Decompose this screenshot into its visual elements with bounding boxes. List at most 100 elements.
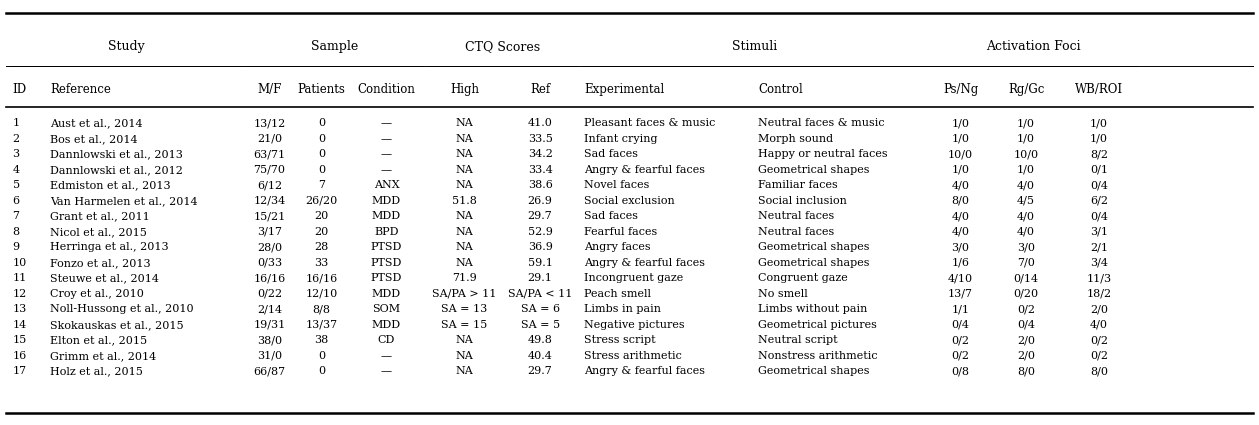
Text: 38: 38 — [315, 335, 329, 346]
Text: 13/12: 13/12 — [253, 118, 286, 128]
Text: Nonstress arithmetic: Nonstress arithmetic — [758, 351, 878, 361]
Text: 4/0: 4/0 — [1017, 211, 1035, 221]
Text: Steuwe et al., 2014: Steuwe et al., 2014 — [50, 273, 160, 283]
Text: 8: 8 — [13, 227, 20, 237]
Text: 0: 0 — [319, 149, 325, 159]
Text: NA: NA — [456, 165, 473, 175]
Text: 16: 16 — [13, 351, 26, 361]
Text: NA: NA — [456, 227, 473, 237]
Text: 19/31: 19/31 — [253, 320, 286, 330]
Text: Angry & fearful faces: Angry & fearful faces — [584, 258, 705, 268]
Text: 21/0: 21/0 — [257, 134, 282, 144]
Text: 4/5: 4/5 — [1017, 196, 1035, 206]
Text: 12/10: 12/10 — [306, 289, 337, 299]
Text: PTSD: PTSD — [371, 242, 402, 252]
Text: 6/12: 6/12 — [257, 180, 282, 190]
Text: NA: NA — [456, 258, 473, 268]
Text: 11: 11 — [13, 273, 26, 283]
Text: Incongruent gaze: Incongruent gaze — [584, 273, 684, 283]
Text: 0/4: 0/4 — [952, 320, 969, 330]
Text: 0/2: 0/2 — [952, 335, 969, 346]
Text: Grimm et al., 2014: Grimm et al., 2014 — [50, 351, 156, 361]
Text: 2/0: 2/0 — [1017, 335, 1035, 346]
Text: 7: 7 — [13, 211, 20, 221]
Text: 3/0: 3/0 — [1017, 242, 1035, 252]
Text: 0/4: 0/4 — [1090, 180, 1108, 190]
Text: Angry & fearful faces: Angry & fearful faces — [584, 366, 705, 377]
Text: 0/2: 0/2 — [1090, 351, 1108, 361]
Text: Stress script: Stress script — [584, 335, 656, 346]
Text: 33: 33 — [315, 258, 329, 268]
Text: 52.9: 52.9 — [528, 227, 553, 237]
Text: 29.7: 29.7 — [528, 211, 553, 221]
Text: Neutral faces: Neutral faces — [758, 211, 835, 221]
Text: Sad faces: Sad faces — [584, 149, 638, 159]
Text: 29.7: 29.7 — [528, 366, 553, 377]
Text: 0/1: 0/1 — [1090, 165, 1108, 175]
Text: M/F: M/F — [257, 83, 282, 96]
Text: Congruent gaze: Congruent gaze — [758, 273, 847, 283]
Text: Bos et al., 2014: Bos et al., 2014 — [50, 134, 138, 144]
Text: NA: NA — [456, 351, 473, 361]
Text: 6: 6 — [13, 196, 20, 206]
Text: SA/PA > 11: SA/PA > 11 — [432, 289, 497, 299]
Text: 4/0: 4/0 — [1017, 227, 1035, 237]
Text: 33.5: 33.5 — [528, 134, 553, 144]
Text: 0/2: 0/2 — [952, 351, 969, 361]
Text: 2/0: 2/0 — [1090, 304, 1108, 314]
Text: 34.2: 34.2 — [528, 149, 553, 159]
Text: 10: 10 — [13, 258, 26, 268]
Text: Peach smell: Peach smell — [584, 289, 651, 299]
Text: NA: NA — [456, 134, 473, 144]
Text: Aust et al., 2014: Aust et al., 2014 — [50, 118, 144, 128]
Text: 0: 0 — [319, 134, 325, 144]
Text: CD: CD — [378, 335, 395, 346]
Text: Limbs in pain: Limbs in pain — [584, 304, 661, 314]
Text: 0/2: 0/2 — [1017, 304, 1035, 314]
Text: 20: 20 — [315, 227, 329, 237]
Text: 1/0: 1/0 — [1090, 134, 1108, 144]
Text: 8/0: 8/0 — [1017, 366, 1035, 377]
Text: —: — — [381, 366, 392, 377]
Text: 8/0: 8/0 — [1090, 366, 1108, 377]
Text: Edmiston et al., 2013: Edmiston et al., 2013 — [50, 180, 171, 190]
Text: Geometrical pictures: Geometrical pictures — [758, 320, 876, 330]
Text: 16/16: 16/16 — [253, 273, 286, 283]
Text: SA/PA < 11: SA/PA < 11 — [507, 289, 573, 299]
Text: ANX: ANX — [374, 180, 399, 190]
Text: Ref: Ref — [530, 83, 550, 96]
Text: Geometrical shapes: Geometrical shapes — [758, 258, 870, 268]
Text: 4/0: 4/0 — [1090, 320, 1108, 330]
Text: 1/0: 1/0 — [952, 165, 969, 175]
Text: MDD: MDD — [371, 289, 402, 299]
Text: 1/0: 1/0 — [1090, 118, 1108, 128]
Text: Herringa et al., 2013: Herringa et al., 2013 — [50, 242, 169, 252]
Text: 28/0: 28/0 — [257, 242, 282, 252]
Text: Geometrical shapes: Geometrical shapes — [758, 366, 870, 377]
Text: 0/4: 0/4 — [1017, 320, 1035, 330]
Text: 1: 1 — [13, 118, 20, 128]
Text: 2/0: 2/0 — [1017, 351, 1035, 361]
Text: —: — — [381, 149, 392, 159]
Text: 36.9: 36.9 — [528, 242, 553, 252]
Text: 71.9: 71.9 — [452, 273, 477, 283]
Text: Angry faces: Angry faces — [584, 242, 651, 252]
Text: NA: NA — [456, 149, 473, 159]
Text: Ps/Ng: Ps/Ng — [943, 83, 978, 96]
Text: 8/2: 8/2 — [1090, 149, 1108, 159]
Text: 20: 20 — [315, 211, 329, 221]
Text: 31/0: 31/0 — [257, 351, 282, 361]
Text: 0/4: 0/4 — [1090, 211, 1108, 221]
Text: MDD: MDD — [371, 211, 402, 221]
Text: 63/71: 63/71 — [253, 149, 286, 159]
Text: Stress arithmetic: Stress arithmetic — [584, 351, 682, 361]
Text: Holz et al., 2015: Holz et al., 2015 — [50, 366, 144, 377]
Text: WB/ROI: WB/ROI — [1075, 83, 1123, 96]
Text: Rg/Gc: Rg/Gc — [1008, 83, 1044, 96]
Text: Sad faces: Sad faces — [584, 211, 638, 221]
Text: 13: 13 — [13, 304, 26, 314]
Text: NA: NA — [456, 242, 473, 252]
Text: 4: 4 — [13, 165, 20, 175]
Text: 0/2: 0/2 — [1090, 335, 1108, 346]
Text: SA = 15: SA = 15 — [442, 320, 487, 330]
